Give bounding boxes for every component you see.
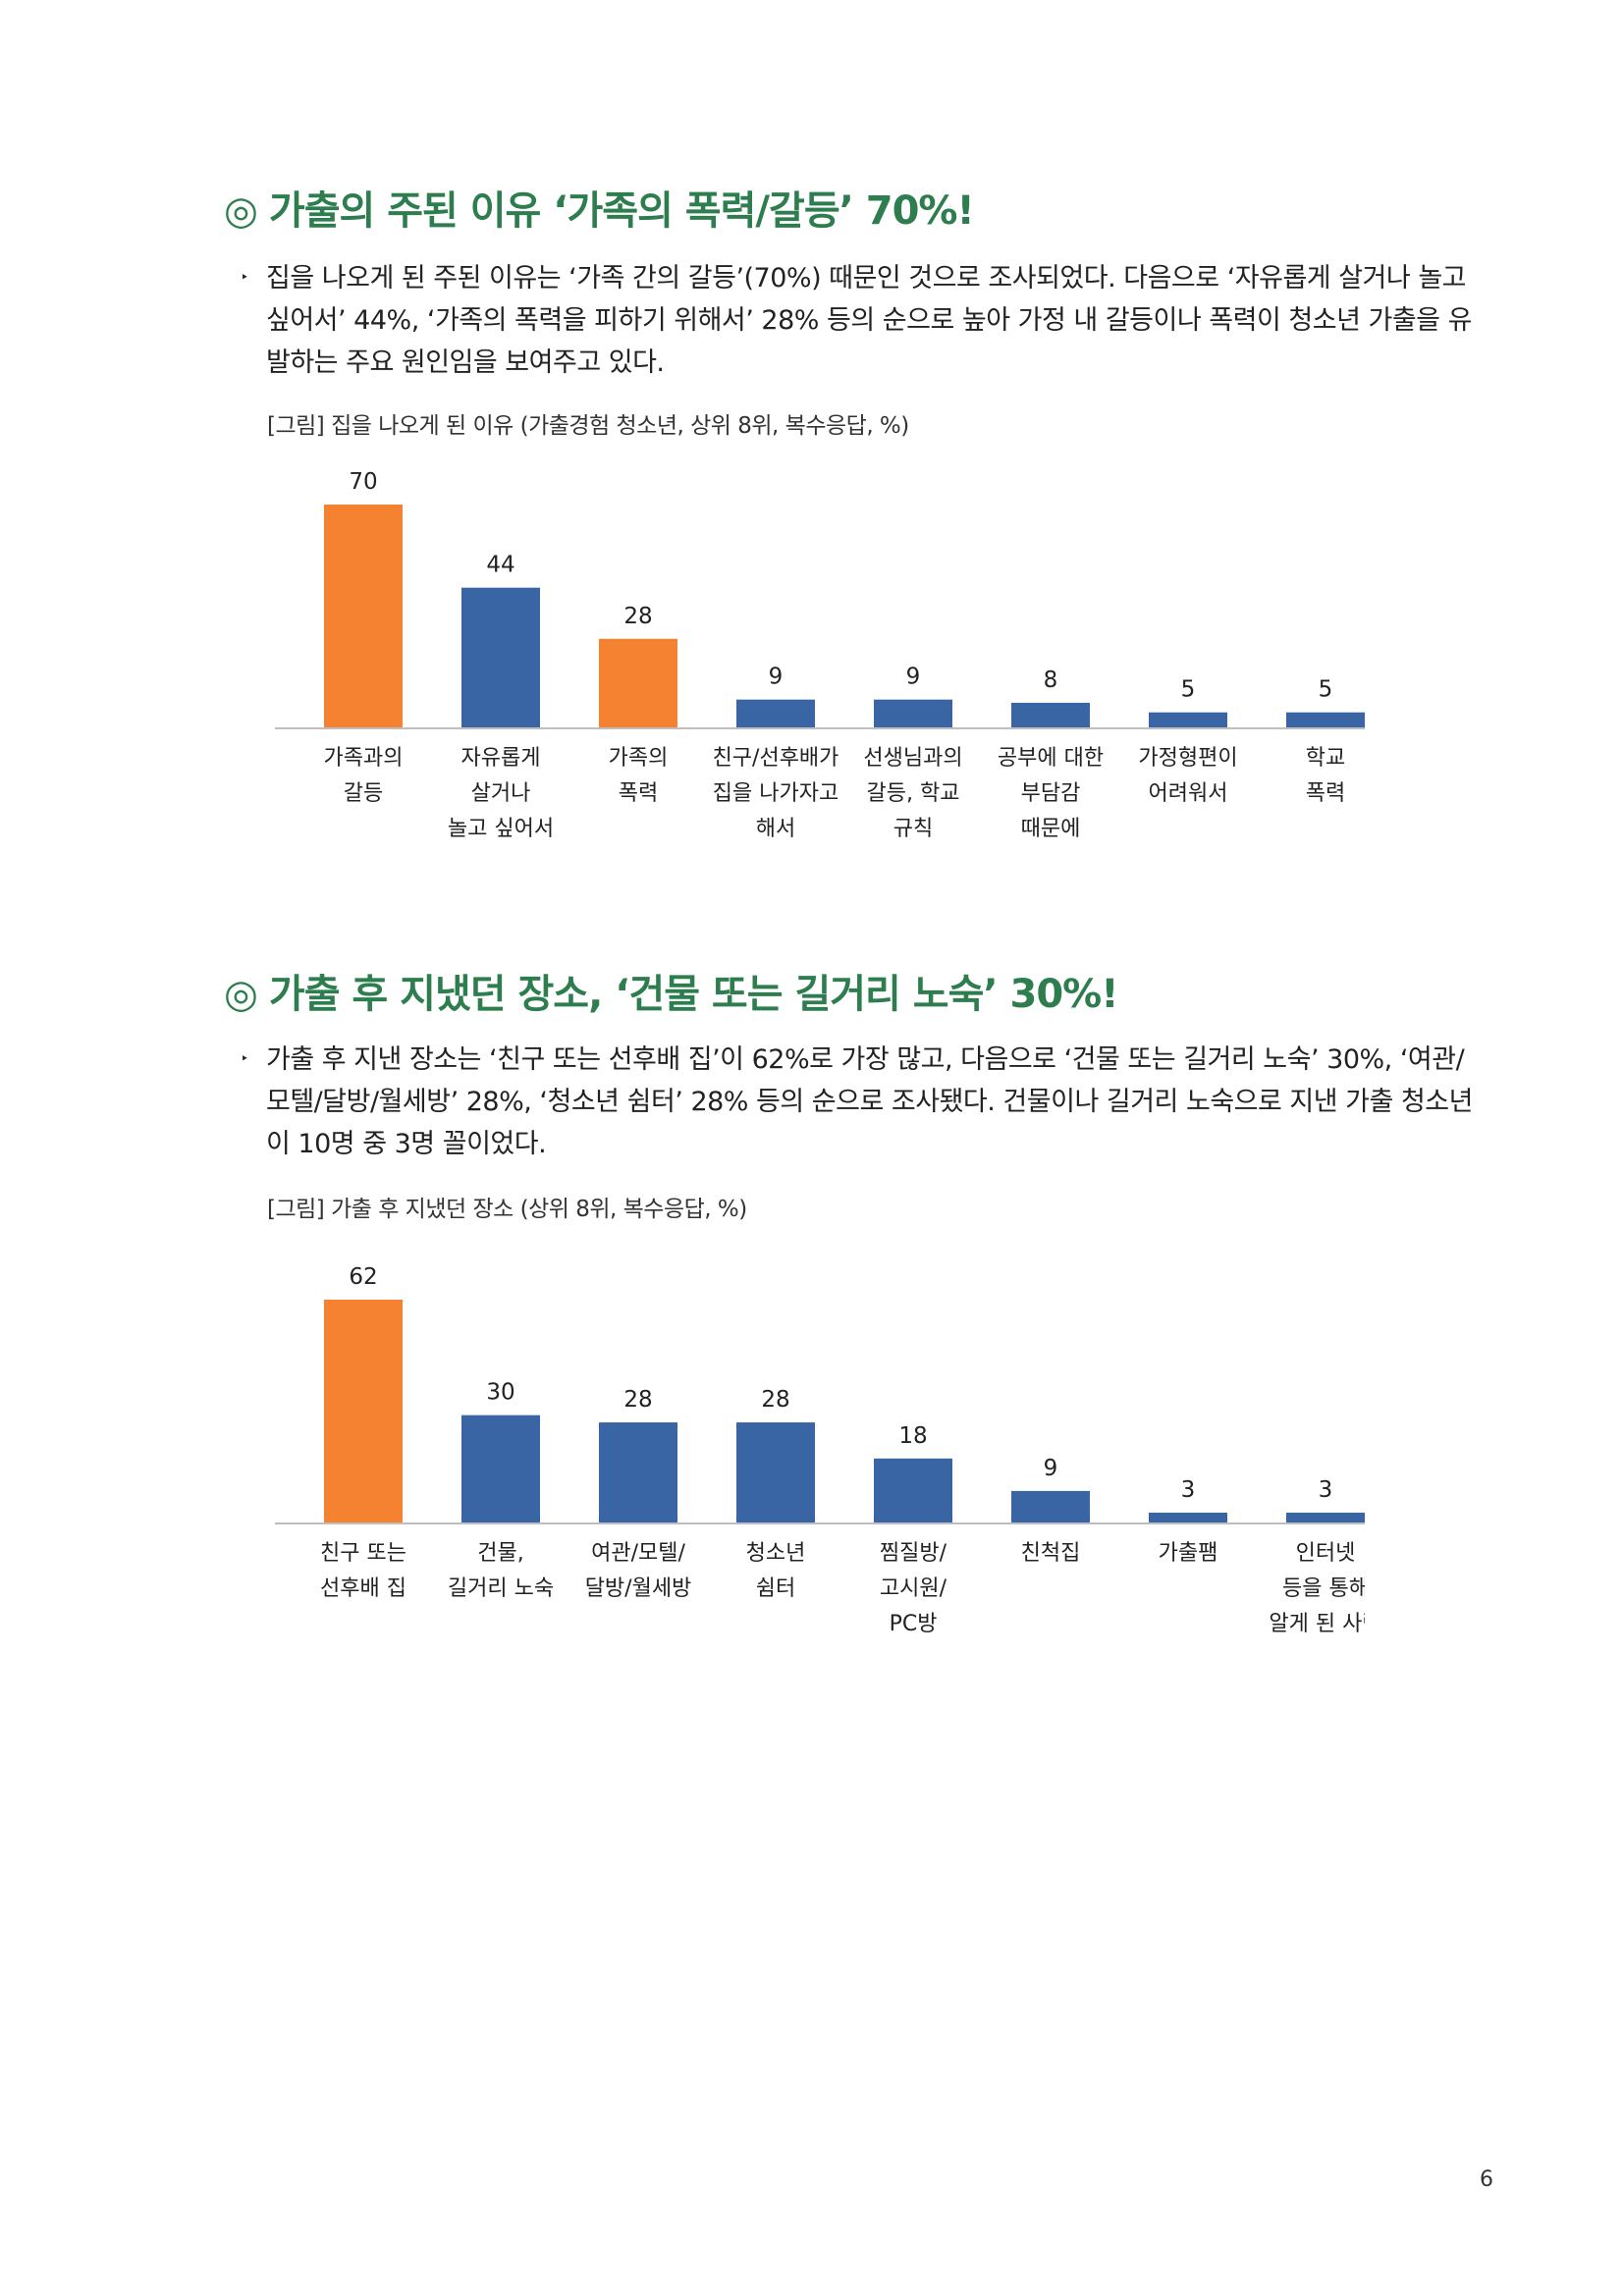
section1-heading: ◎ 가출의 주된 이유 ‘가족의 폭력/갈등’ 70%! — [224, 179, 975, 236]
chart1: 70 가족과의 갈등 44 자유롭게 살거나 놀고 싶어서 28 가족의 폭력 9 친구/선후배가 집을… — [265, 448, 1365, 860]
chart1-value-label: 5 — [1181, 677, 1196, 703]
chart1-bar — [1149, 712, 1227, 728]
chart1-bar — [599, 638, 677, 728]
chart1-value-label: 5 — [1319, 677, 1333, 703]
chart2-category-label: 친구 또는 선후배 집 — [320, 1541, 406, 1601]
chart1-caption: [그림] 집을 나오게 된 이유 (가출경험 청소년, 상위 8위, 복수응답,… — [267, 413, 909, 439]
chart2-bar — [874, 1458, 952, 1523]
chart2-value-label: 18 — [898, 1423, 927, 1449]
bullet-icon: ‣ — [241, 270, 248, 286]
chart1-bar — [736, 699, 815, 728]
chart2-value-label: 3 — [1319, 1477, 1333, 1503]
chart1-category-label: 친구/선후배가 집을 나가자고 해서 — [713, 746, 839, 841]
chart2-category-label: 건물, 길거리 노숙 — [448, 1541, 554, 1601]
chart1-category-label: 자유롭게 살거나 놀고 싶어서 — [448, 746, 554, 841]
bullet-icon: ‣ — [241, 1051, 248, 1067]
chart2-bar — [1011, 1490, 1090, 1523]
page-number: 6 — [1480, 2167, 1493, 2192]
circle-mark-icon: ◎ — [224, 972, 258, 1017]
chart1-bar — [874, 699, 952, 728]
chart1-category-label: 학교 폭력 — [1306, 746, 1345, 806]
chart2-value-label: 28 — [761, 1387, 789, 1413]
chart2-bar — [599, 1422, 677, 1523]
chart1-category-label: 공부에 대한 부담감 때문에 — [998, 746, 1104, 841]
chart2-svg: 62 친구 또는 선후배 집 30 건물, 길거리 노숙 28 여관/모텔/달방/월세방 28 청… — [275, 1264, 1365, 1636]
chart1-value-label: 28 — [623, 604, 652, 629]
chart1-bar — [1286, 712, 1365, 728]
chart2-bar — [324, 1300, 403, 1523]
section1-paragraph-text: 집을 나오게 된 주된 이유는 ‘가족 간의 갈등’(70%) 때문인 것으로 … — [266, 263, 1472, 378]
chart1-category-label: 가정형편이 어려워서 — [1138, 746, 1237, 806]
chart2-value-label: 9 — [1044, 1456, 1058, 1481]
chart1-value-label: 44 — [486, 553, 514, 578]
section2-paragraph: ‣ 가출 후 지낸 장소는 ‘친구 또는 선후배 집’이 62%로 가장 많고,… — [241, 1039, 1488, 1165]
chart2-category-label: 청소년 쉼터 — [746, 1541, 806, 1601]
chart1-category-label: 가족과의 갈등 — [324, 746, 404, 806]
chart2-value-label: 30 — [486, 1380, 514, 1406]
chart2-category-label: 친척집 — [1021, 1541, 1081, 1566]
chart1-bar — [461, 587, 540, 728]
circle-mark-icon: ◎ — [224, 188, 258, 234]
chart1-value-label: 70 — [349, 469, 377, 495]
chart2-category-label: 여관/모텔/달방/월세방 — [585, 1541, 692, 1601]
chart1-value-label: 8 — [1044, 667, 1058, 693]
section1-paragraph: ‣ 집을 나오게 된 주된 이유는 ‘가족 간의 갈등’(70%) 때문인 것으… — [241, 257, 1488, 384]
chart1-category-label: 선생님과의 갈등, 학교 규칙 — [863, 746, 962, 841]
chart2-value-label: 3 — [1181, 1477, 1196, 1503]
chart1-value-label: 9 — [906, 665, 921, 690]
chart2-value-label: 62 — [349, 1264, 377, 1290]
chart1-category-label: 가족의 폭력 — [609, 746, 669, 806]
chart2-bar — [736, 1422, 815, 1523]
chart1-bar — [1011, 702, 1090, 728]
section1-title: 가출의 주된 이유 ‘가족의 폭력/갈등’ 70%! — [268, 188, 975, 234]
chart2-bar — [1286, 1512, 1365, 1523]
chart2-category-label: 가출팸 — [1159, 1541, 1218, 1566]
chart2-bar — [461, 1415, 540, 1523]
chart1-svg: 70 가족과의 갈등 44 자유롭게 살거나 놀고 싶어서 28 가족의 폭력 9 친구/선후배가 집을… — [275, 469, 1365, 841]
chart1-bar — [324, 505, 403, 728]
chart2-value-label: 28 — [623, 1387, 652, 1413]
section2-paragraph-text: 가출 후 지낸 장소는 ‘친구 또는 선후배 집’이 62%로 가장 많고, 다… — [266, 1044, 1473, 1159]
chart1-value-label: 9 — [769, 665, 784, 690]
chart2-category-label: 찜질방/고시원/PC방 — [880, 1541, 947, 1636]
chart2-caption: [그림] 가출 후 지냈던 장소 (상위 8위, 복수응답, %) — [267, 1197, 747, 1222]
chart2-bar — [1149, 1512, 1227, 1523]
section2-heading: ◎ 가출 후 지냈던 장소, ‘건물 또는 길거리 노숙’ 30%! — [224, 962, 1119, 1019]
section2-title: 가출 후 지냈던 장소, ‘건물 또는 길거리 노숙’ 30%! — [268, 972, 1119, 1017]
chart2: 62 친구 또는 선후배 집 30 건물, 길거리 노숙 28 여관/모텔/달방/월세방 28 청… — [265, 1243, 1365, 1655]
